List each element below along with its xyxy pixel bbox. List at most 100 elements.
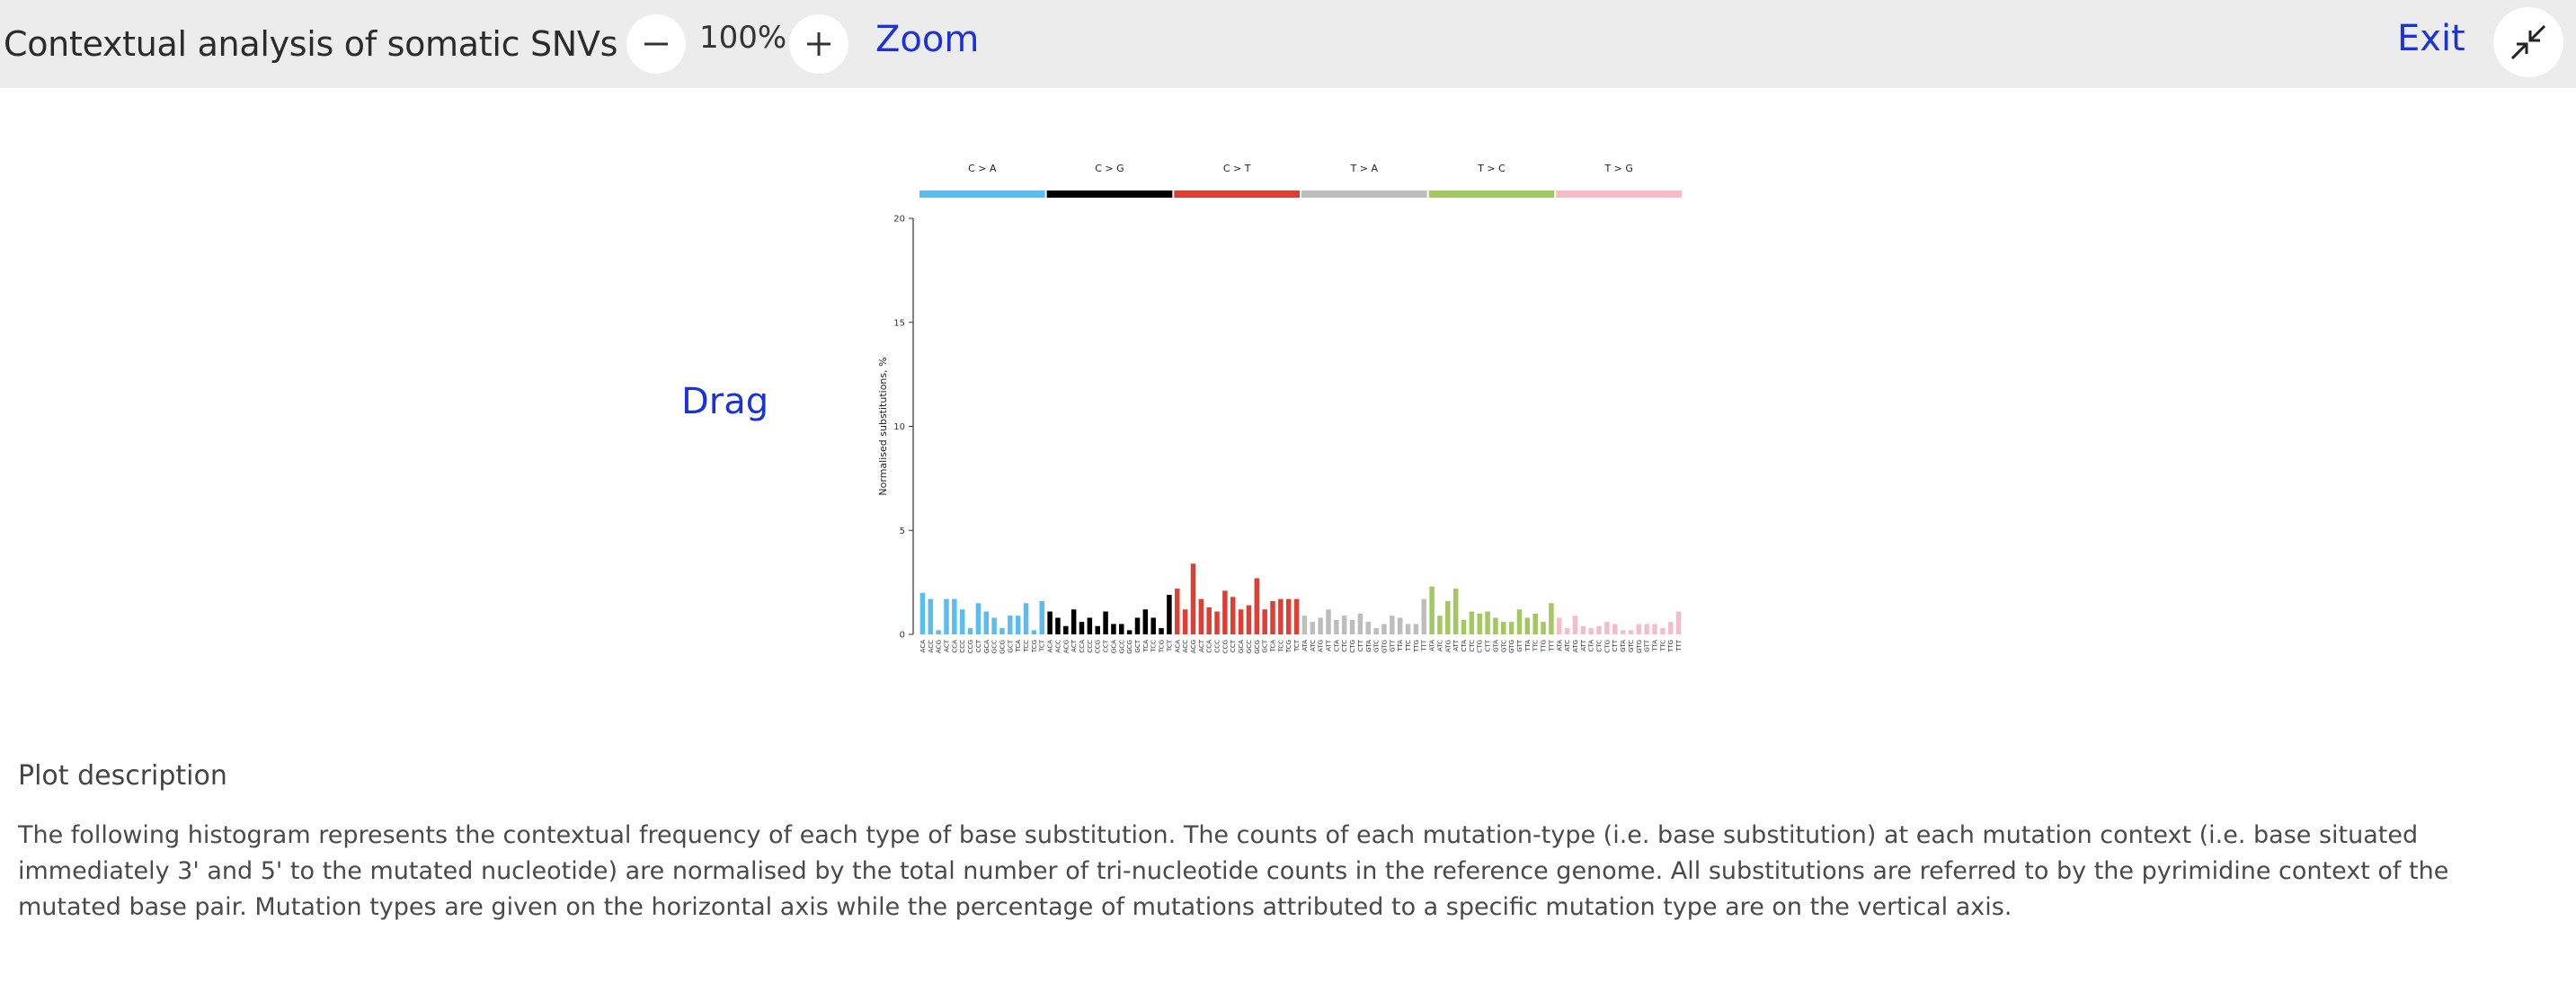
bar: [1190, 563, 1196, 634]
x-tick-label: CTT: [1612, 639, 1619, 651]
bar: [959, 609, 965, 634]
bar: [1588, 628, 1594, 634]
bar: [1055, 617, 1061, 634]
zoom-out-button[interactable]: [626, 14, 686, 74]
bar: [1501, 622, 1506, 634]
x-tick-label: TCT: [1293, 639, 1301, 652]
y-tick-label: 15: [893, 318, 905, 328]
x-tick-label: GTG: [1508, 640, 1515, 653]
bar: [1087, 617, 1093, 634]
x-tick-label: ACG: [1190, 640, 1197, 653]
x-tick-label: TCA: [1015, 640, 1022, 653]
x-tick-label: CTA: [1588, 640, 1595, 652]
x-tick-label: GTG: [1636, 640, 1643, 653]
bar: [1604, 622, 1610, 634]
mutation-type-band: [1174, 190, 1300, 198]
drag-handle[interactable]: Drag: [681, 381, 769, 422]
bar: [1675, 611, 1682, 634]
x-tick-label: TCC: [1023, 640, 1030, 653]
x-tick-label: GCA: [1238, 640, 1245, 653]
x-tick-label: CCC: [1214, 640, 1221, 653]
bar: [1214, 611, 1220, 634]
bar: [1381, 624, 1387, 634]
bar: [1572, 616, 1578, 634]
mutation-type-band: [1046, 190, 1173, 198]
x-tick-label: TTA: [1397, 640, 1404, 652]
bar: [1660, 628, 1666, 634]
x-tick-label: ATC: [1564, 640, 1571, 651]
x-tick-label: GCT: [1262, 639, 1269, 652]
x-tick-label: ATG: [1572, 640, 1579, 652]
x-tick-label: TCG: [1031, 640, 1038, 653]
bar: [1119, 624, 1124, 634]
bar: [1620, 630, 1626, 634]
bar: [1508, 622, 1515, 634]
x-tick-label: CCC: [959, 640, 966, 653]
x-tick-label: GTC: [1373, 640, 1381, 652]
bar: [983, 611, 990, 634]
x-tick-label: ACA: [1047, 640, 1054, 653]
bar: [1095, 625, 1100, 634]
bar: [1310, 622, 1316, 634]
bar: [1413, 624, 1419, 634]
x-tick-label: GTA: [1492, 640, 1499, 652]
bar: [1341, 616, 1347, 634]
x-tick-label: GCC: [1118, 640, 1125, 653]
bar: [1516, 609, 1523, 634]
bar: [952, 598, 957, 634]
bar: [1039, 600, 1044, 634]
chart-container[interactable]: 0 5 10 15 20 Normalised substitutions, % C > A…: [863, 144, 1708, 683]
bar: [1549, 603, 1554, 634]
x-tick-label: GCA: [983, 640, 990, 653]
x-tick-label: ACC: [928, 640, 935, 653]
bar: [1580, 625, 1586, 634]
bar: [1612, 624, 1618, 634]
bar: [1103, 611, 1108, 634]
bar: [1357, 613, 1364, 634]
bar: [1485, 611, 1490, 634]
bar: [1564, 628, 1570, 634]
zoom-label[interactable]: Zoom: [875, 19, 980, 60]
x-tick-label: CCA: [951, 640, 958, 653]
y-tick-label: 10: [893, 422, 905, 432]
exit-button[interactable]: Exit: [2397, 18, 2465, 59]
bar: [991, 617, 997, 634]
x-tick-label: TTA: [1524, 640, 1532, 652]
x-tick-label: TCG: [1285, 640, 1292, 653]
x-tick-label: GTG: [1381, 640, 1388, 653]
x-tick-label: TTG: [1541, 640, 1548, 653]
x-tick-label: TCC: [1277, 640, 1284, 653]
bar: [1437, 616, 1443, 634]
description-text: The following histogram represents the c…: [18, 821, 2449, 921]
y-tick-label: 0: [900, 631, 905, 641]
x-tick-label: TCT: [1039, 639, 1046, 652]
mutation-type-label: C > A: [968, 163, 997, 174]
x-tick-label: GCG: [999, 640, 1006, 654]
bar: [1557, 617, 1562, 634]
x-tick-label: CTG: [1349, 640, 1356, 653]
x-tick-label: TTT: [1675, 639, 1683, 651]
page-title: Contextual analysis of somatic SNVs: [4, 24, 618, 64]
bar: [919, 592, 926, 634]
x-tick-label: ACT: [1070, 639, 1078, 652]
x-tick-label: TCA: [1270, 640, 1277, 653]
zoom-in-button[interactable]: [789, 14, 848, 74]
x-tick-label: CCG: [967, 640, 974, 653]
bar: [1111, 624, 1116, 634]
x-tick-label: ACA: [1174, 640, 1181, 653]
x-tick-label: GCC: [991, 640, 999, 653]
x-tick-label: TTG: [1667, 640, 1674, 653]
x-tick-label: TCC: [1150, 640, 1158, 653]
bar: [1278, 598, 1284, 634]
bar: [1365, 622, 1372, 634]
header-bar: Contextual analysis of somatic SNVs 100%…: [0, 0, 2576, 88]
x-tick-label: ATC: [1436, 640, 1443, 651]
bar: [1015, 616, 1021, 634]
collapse-fullscreen-button[interactable]: [2493, 7, 2563, 77]
bar: [1285, 598, 1292, 634]
bar: [1270, 600, 1275, 634]
x-tick-label: TTC: [1405, 640, 1412, 652]
bar: [1397, 617, 1403, 634]
x-tick-label: GTT: [1644, 639, 1651, 651]
collapse-icon: [2510, 24, 2546, 60]
